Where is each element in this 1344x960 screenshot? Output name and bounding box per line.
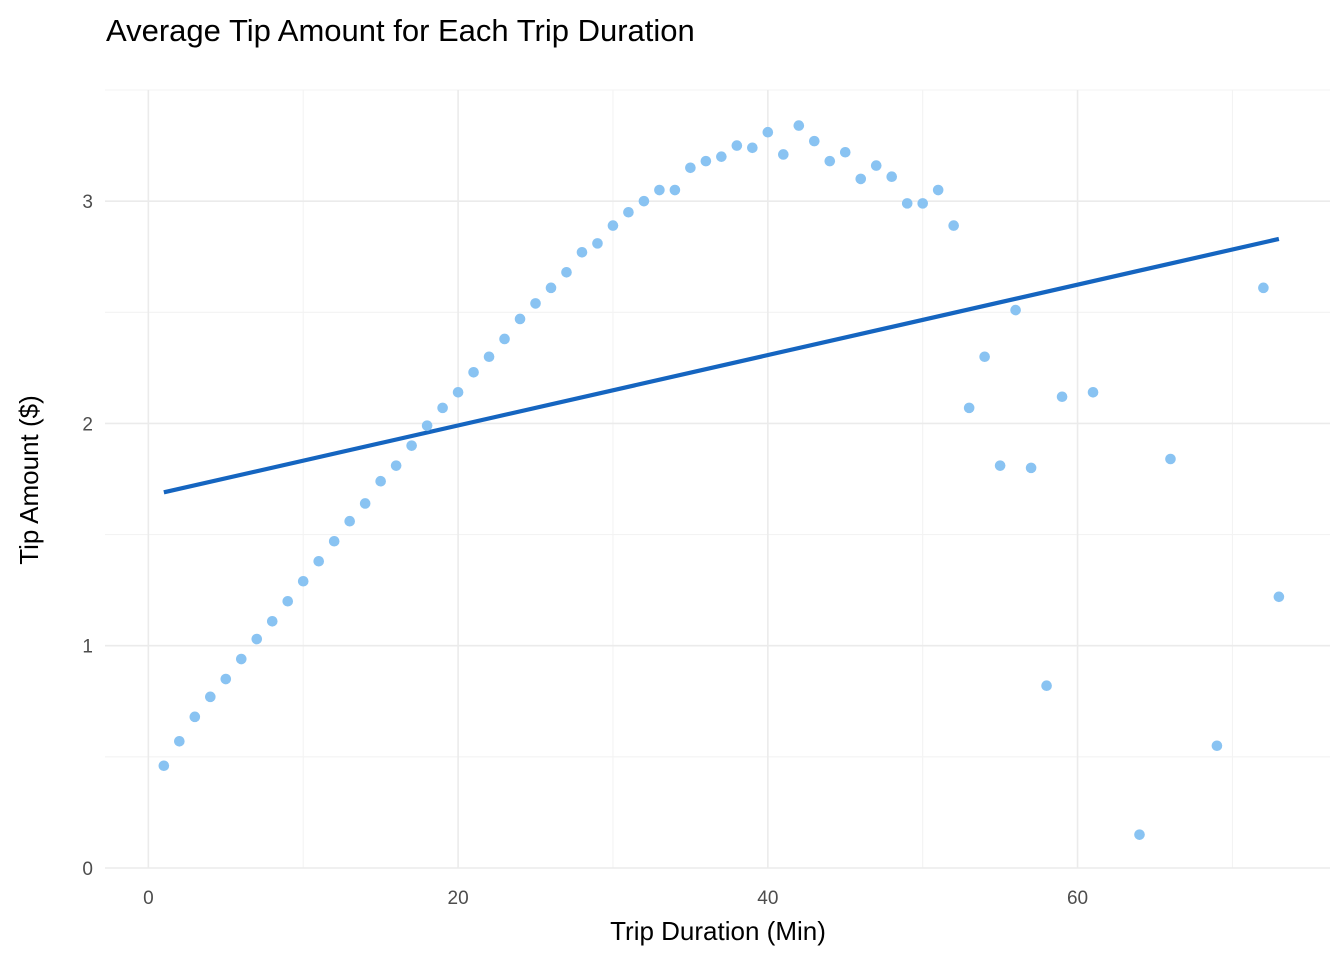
data-point [530, 298, 541, 309]
data-point [855, 173, 867, 185]
data-points [158, 120, 1285, 840]
x-tick-labels: 0 20 40 60 [143, 888, 1088, 909]
data-point [266, 615, 278, 627]
data-point [932, 184, 944, 196]
data-point [561, 266, 572, 278]
data-point [1211, 740, 1223, 752]
y-tick-label: 0 [82, 859, 93, 880]
data-point [1087, 387, 1099, 398]
data-point [638, 195, 650, 207]
data-point [592, 238, 603, 249]
data-point [731, 140, 743, 151]
data-point [778, 149, 789, 160]
chart-title: Average Tip Amount for Each Trip Duratio… [106, 13, 695, 48]
data-point [344, 515, 355, 527]
y-tick-label: 2 [82, 414, 93, 435]
data-point [700, 155, 712, 167]
data-point [437, 402, 448, 414]
data-point [359, 498, 371, 509]
data-point [808, 135, 820, 147]
data-point [685, 162, 696, 174]
data-point [545, 282, 557, 294]
data-point [406, 440, 417, 451]
x-tick-label: 40 [757, 888, 778, 909]
data-point [669, 184, 681, 196]
data-point [623, 206, 634, 218]
data-point [762, 126, 774, 138]
data-point [421, 420, 433, 431]
data-point [607, 220, 619, 231]
data-point [1134, 829, 1145, 840]
data-point [235, 653, 247, 665]
data-point [793, 120, 805, 131]
x-tick-label: 20 [448, 888, 469, 909]
data-point [747, 142, 758, 154]
data-point [994, 460, 1006, 471]
data-point [948, 220, 959, 231]
data-point [1258, 282, 1269, 294]
data-point [205, 691, 216, 703]
data-point [158, 760, 170, 772]
data-point [452, 387, 464, 398]
data-point [979, 351, 990, 363]
data-point [375, 475, 386, 487]
data-point [282, 595, 294, 607]
data-point [313, 555, 325, 567]
data-point [483, 351, 495, 363]
x-axis-label: Trip Duration (Min) [610, 916, 826, 946]
data-point [328, 535, 340, 547]
data-point [220, 673, 232, 685]
data-point [1165, 453, 1176, 465]
data-point [514, 313, 526, 325]
data-point [1056, 391, 1068, 403]
data-point [499, 333, 510, 345]
y-tick-label: 3 [82, 192, 93, 213]
data-point [886, 171, 898, 182]
data-point [174, 735, 185, 747]
x-tick-label: 0 [143, 888, 154, 909]
data-point [654, 184, 665, 196]
x-tick-label: 60 [1067, 888, 1088, 909]
data-point [251, 633, 263, 645]
y-tick-label: 1 [82, 637, 93, 658]
y-axis-label: Tip Amount ($) [14, 395, 44, 565]
data-point [963, 402, 975, 414]
trend-line-layer [163, 236, 1280, 495]
data-point [1010, 304, 1021, 316]
data-point [870, 160, 882, 171]
data-point [297, 575, 309, 587]
data-point [468, 367, 479, 378]
data-point [839, 146, 851, 158]
data-point [189, 711, 201, 723]
data-point [1273, 591, 1285, 603]
data-point [716, 151, 727, 162]
data-point [1041, 680, 1052, 692]
data-point [824, 155, 836, 167]
data-point [901, 198, 913, 209]
data-point [576, 246, 588, 258]
trend-line [163, 236, 1280, 495]
data-point [390, 460, 402, 471]
y-tick-labels: 0 1 2 3 [82, 192, 93, 880]
major-gridlines [105, 90, 1330, 869]
data-point [917, 198, 928, 209]
data-point [1025, 462, 1037, 474]
minor-gridlines [105, 89, 1330, 868]
